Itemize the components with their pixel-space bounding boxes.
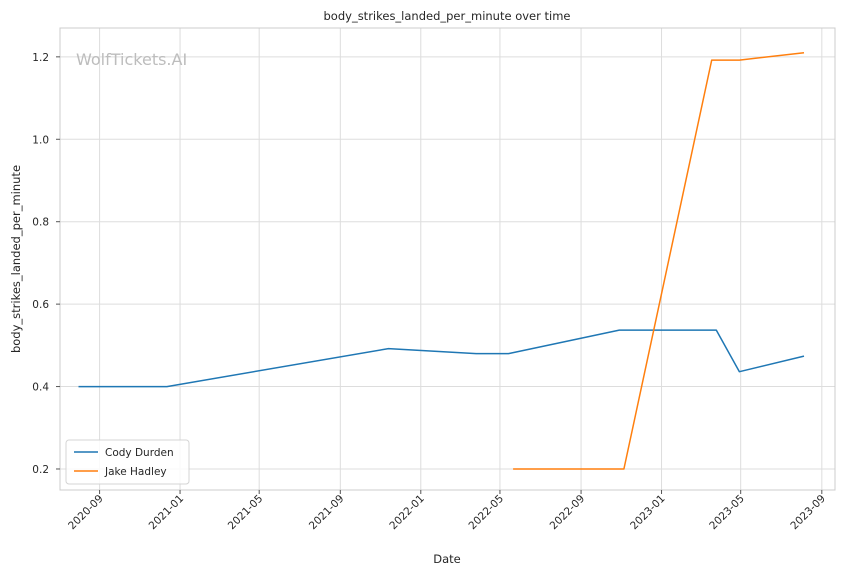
legend: Cody Durden Jake Hadley [65, 439, 190, 485]
y-tick-label: 0.2 [32, 464, 49, 476]
y-axis-label: body_strikes_landed_per_minute [9, 165, 23, 353]
x-tick-label: 2023-05 [707, 493, 747, 533]
grid [60, 28, 835, 490]
watermark: WolfTickets.AI [76, 50, 187, 69]
legend-label-cody-durden: Cody Durden [105, 447, 174, 459]
plot-frame [59, 27, 836, 491]
x-axis-label: Date [433, 552, 461, 566]
x-tick-label: 2021-09 [307, 493, 347, 533]
y-tick-label: 0.6 [32, 299, 49, 311]
y-tick-label: 0.8 [32, 217, 49, 229]
legend-label-jake-hadley: Jake Hadley [104, 466, 167, 478]
x-tick-label: 2022-05 [467, 493, 507, 533]
x-tick-label: 2020-09 [66, 493, 106, 533]
y-tick-label: 1.2 [32, 52, 49, 64]
x-tick-label: 2021-05 [226, 493, 266, 533]
y-tick-label: 1.0 [32, 134, 49, 146]
y-axis-ticks: 0.2 0.4 0.6 0.8 1.0 1.2 [32, 52, 60, 476]
legend-entries: Cody Durden Jake Hadley [74, 447, 174, 478]
series-lines [78, 51, 805, 470]
x-tick-label: 2022-01 [387, 493, 427, 533]
x-tick-label: 2023-01 [628, 493, 668, 533]
x-tick-label: 2023-09 [788, 493, 828, 533]
legend-box [65, 439, 190, 485]
x-axis-ticks: 2020-09 2021-01 2021-05 2021-09 2022-01 2022-… [66, 490, 828, 532]
chart-title: body_strikes_landed_per_minute over time [324, 9, 571, 23]
x-tick-label: 2022-09 [548, 493, 588, 533]
series-line-cody-durden [78, 329, 805, 388]
y-tick-label: 0.4 [32, 382, 49, 394]
x-tick-label: 2021-01 [147, 493, 187, 533]
series-line-jake-hadley [513, 51, 805, 470]
